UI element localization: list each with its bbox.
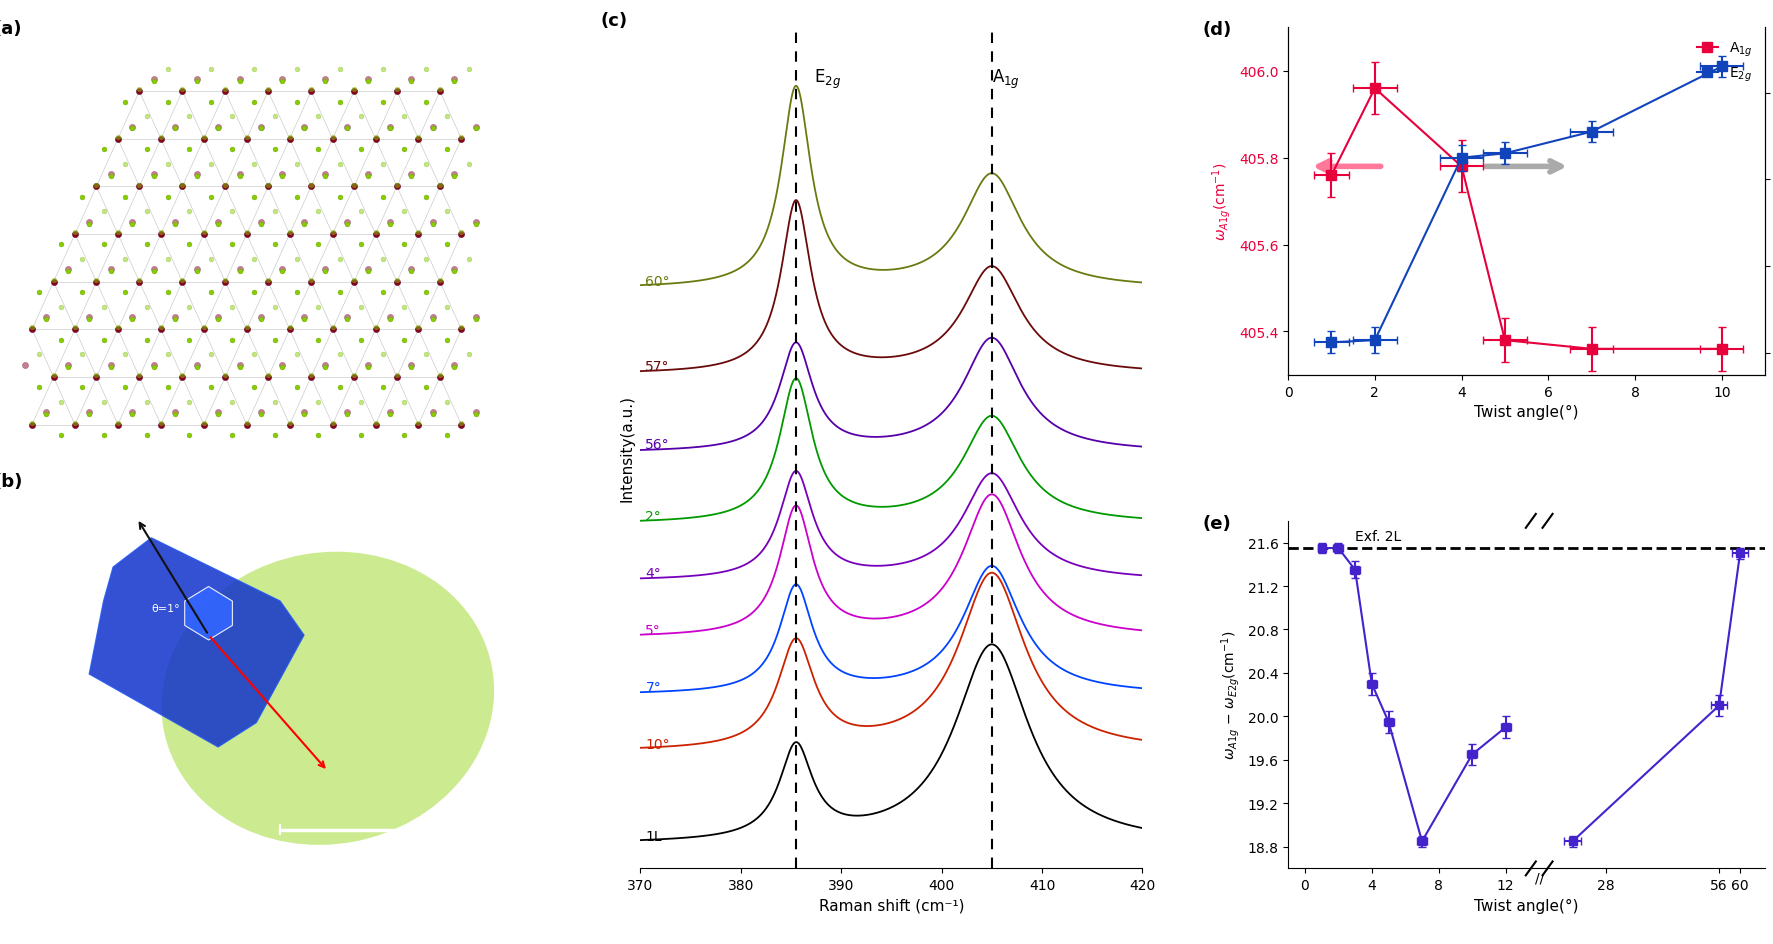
Text: (d): (d): [1202, 22, 1230, 40]
Text: 60°: 60°: [645, 274, 670, 288]
Y-axis label: $\omega_{A1g}$ $-$ $\omega_{E2g}$(cm$^{-1}$): $\omega_{A1g}$ $-$ $\omega_{E2g}$(cm$^{-…: [1218, 631, 1241, 760]
Text: 2°: 2°: [645, 509, 661, 523]
Y-axis label: $\omega_{A1g}$(cm$^{-1}$): $\omega_{A1g}$(cm$^{-1}$): [1209, 162, 1232, 241]
Text: E$_{2g}$: E$_{2g}$: [814, 68, 840, 91]
X-axis label: Twist angle(°): Twist angle(°): [1473, 405, 1578, 420]
Text: (c): (c): [599, 11, 628, 29]
Legend: A$_{1g}$, E$_{2g}$: A$_{1g}$, E$_{2g}$: [1690, 35, 1757, 90]
Ellipse shape: [161, 552, 495, 845]
X-axis label: Raman shift (cm⁻¹): Raman shift (cm⁻¹): [817, 898, 965, 913]
Text: A$_{1g}$: A$_{1g}$: [991, 68, 1019, 91]
Text: 10°: 10°: [645, 737, 670, 751]
Text: (b): (b): [0, 472, 23, 490]
Text: //: //: [1534, 870, 1543, 885]
Text: (a): (a): [0, 20, 23, 38]
Text: Exf. 2L: Exf. 2L: [1355, 529, 1401, 543]
Text: (e): (e): [1202, 514, 1230, 532]
Text: 56°: 56°: [645, 438, 670, 452]
Polygon shape: [184, 587, 232, 640]
Text: 5°: 5°: [645, 623, 661, 637]
Text: θ=1°: θ=1°: [151, 603, 179, 614]
X-axis label: Twist angle(°): Twist angle(°): [1473, 898, 1578, 913]
Y-axis label: Intensity(a.u.): Intensity(a.u.): [619, 395, 635, 502]
Text: 4°: 4°: [645, 566, 661, 581]
Text: 7°: 7°: [645, 680, 661, 694]
Text: 57°: 57°: [645, 360, 670, 374]
Text: 1L: 1L: [645, 830, 661, 844]
Polygon shape: [89, 538, 303, 747]
Text: 5μm: 5μm: [337, 844, 365, 857]
